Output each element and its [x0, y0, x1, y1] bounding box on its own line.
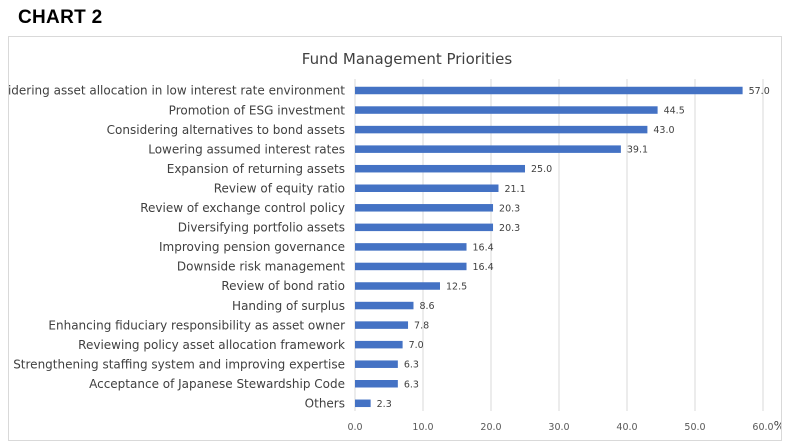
- x-tick-label: 50.0: [684, 422, 705, 433]
- value-label: 8.6: [419, 301, 434, 312]
- category-label: Review of bond ratio: [221, 279, 345, 293]
- bar: [355, 399, 371, 408]
- x-tick-label: 40.0: [616, 422, 637, 433]
- category-label: Diversifying portfolio assets: [178, 221, 345, 235]
- value-label: 2.3: [377, 399, 392, 410]
- value-label: 44.5: [664, 106, 685, 117]
- bar: [355, 360, 398, 368]
- bar: [355, 282, 440, 290]
- category-label: Expansion of returning assets: [167, 162, 345, 176]
- value-label: 39.1: [627, 145, 648, 156]
- bar: [355, 204, 494, 212]
- bar: [355, 184, 499, 192]
- value-label: 43.0: [653, 125, 674, 136]
- value-label: 21.1: [504, 184, 525, 195]
- value-label: 16.4: [473, 262, 494, 273]
- bar: [355, 125, 648, 134]
- category-label: Downside risk management: [177, 260, 345, 274]
- category-labels: Considering asset allocation in low inte…: [9, 84, 345, 411]
- bar: [355, 321, 409, 329]
- x-tick-label: 20.0: [480, 422, 501, 433]
- bar: [355, 243, 467, 251]
- x-tick-label: 30.0: [548, 422, 569, 433]
- bar: [355, 145, 621, 153]
- bar: [355, 106, 658, 114]
- value-label: 20.3: [499, 223, 520, 234]
- bars: [355, 86, 743, 408]
- category-label: Strengthening staffing system and improv…: [13, 357, 345, 371]
- chart-title: Fund Management Priorities: [302, 50, 513, 68]
- x-axis-ticks: 0.0 10.0 20.0 30.0 40.0 50.0 60.0: [347, 422, 773, 433]
- bar: [355, 340, 403, 349]
- category-label: Review of exchange control policy: [140, 201, 345, 215]
- value-label: 57.0: [749, 86, 770, 97]
- value-label: 12.5: [446, 282, 467, 293]
- gridlines: [354, 79, 764, 411]
- value-label: 16.4: [473, 242, 494, 253]
- bar: [355, 380, 398, 388]
- value-label: 20.3: [499, 203, 520, 214]
- value-label: 6.3: [404, 360, 419, 371]
- bar: [355, 301, 414, 310]
- x-tick-label: 10.0: [412, 422, 433, 433]
- category-label: Promotion of ESG investment: [169, 103, 346, 117]
- bar: [355, 223, 494, 232]
- chart-area: Fund Management Priorities Considering a…: [8, 36, 782, 441]
- value-label: 25.0: [531, 164, 552, 175]
- bar: [355, 262, 467, 271]
- category-label: Enhancing fiduciary responsibility as as…: [48, 318, 345, 332]
- category-label: Improving pension governance: [159, 240, 345, 254]
- value-labels: 57.0 44.5 43.0 39.1 25.0 21.1 20.3 20.3 16.4 16.4…: [377, 86, 770, 410]
- bar: [355, 86, 743, 95]
- x-tick-label: 0.0: [347, 422, 362, 433]
- value-label: 7.0: [409, 340, 424, 351]
- bar-chart: Fund Management Priorities Considering a…: [9, 50, 781, 433]
- x-tick-label: 60.0: [752, 422, 773, 433]
- category-label: Review of equity ratio: [214, 181, 345, 195]
- category-label: Considering alternatives to bond assets: [107, 123, 345, 137]
- value-label: 7.8: [414, 321, 429, 332]
- category-label: Handing of surplus: [232, 299, 345, 313]
- x-axis-unit: %: [774, 419, 781, 433]
- category-label: Others: [305, 397, 345, 411]
- chart-heading: CHART 2: [18, 7, 103, 28]
- value-label: 6.3: [404, 379, 419, 390]
- category-label: Reviewing policy asset allocation framew…: [78, 338, 345, 352]
- category-label: Lowering assumed interest rates: [148, 142, 345, 156]
- category-label: Acceptance of Japanese Stewardship Code: [89, 377, 345, 391]
- bar: [355, 164, 525, 173]
- category-label: Considering asset allocation in low inte…: [9, 84, 345, 98]
